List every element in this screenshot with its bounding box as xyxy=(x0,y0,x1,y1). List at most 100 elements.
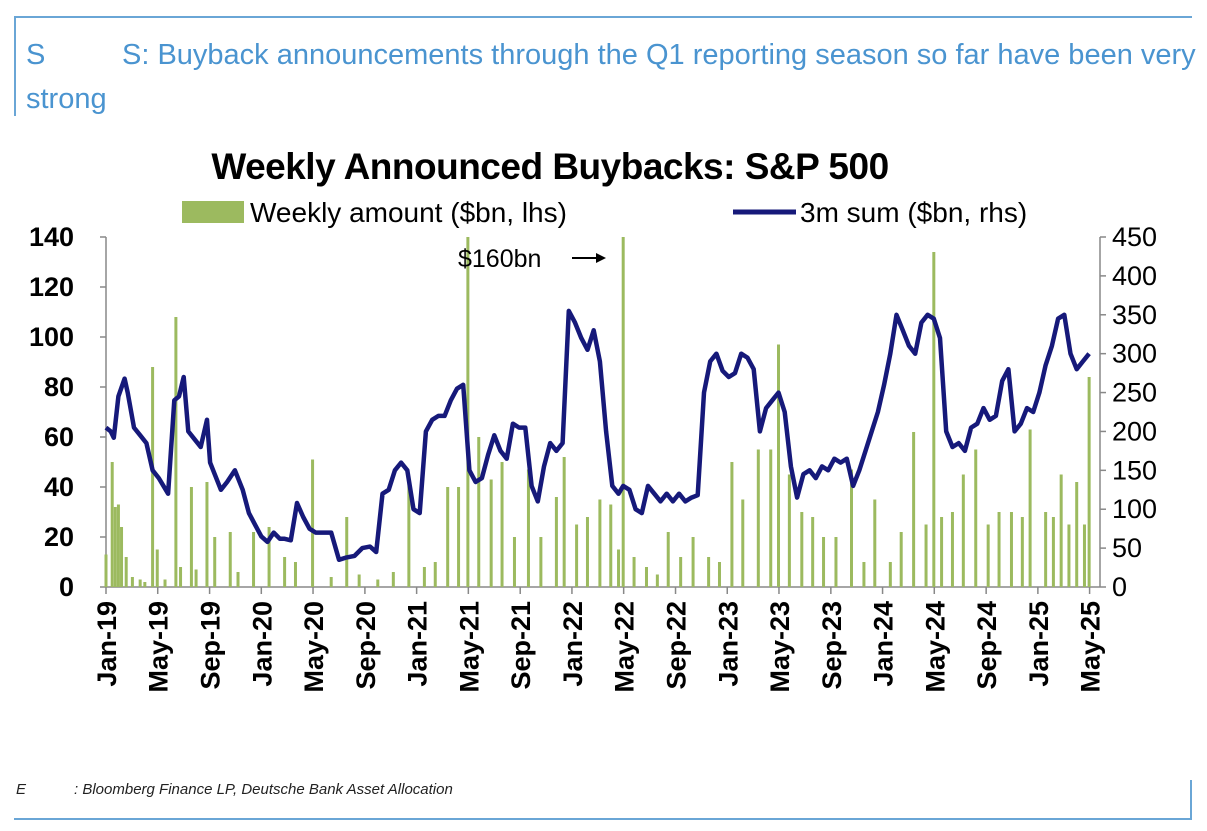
bar-weekly xyxy=(526,469,530,587)
bar-weekly xyxy=(293,562,297,587)
bar-weekly xyxy=(407,482,411,587)
bar-weekly xyxy=(163,579,167,587)
bar-weekly xyxy=(376,579,380,587)
bar-weekly xyxy=(1082,524,1086,587)
x-tick-label: Sep-21 xyxy=(506,601,536,690)
bar-weekly xyxy=(800,512,804,587)
bar-weekly xyxy=(113,507,117,587)
bar-weekly xyxy=(489,479,493,587)
bar-weekly xyxy=(644,567,648,587)
bar-weekly xyxy=(617,549,621,587)
x-tick-label: May-22 xyxy=(610,601,640,693)
bar-weekly xyxy=(189,487,193,587)
bar-weekly xyxy=(554,497,558,587)
bar-weekly xyxy=(433,562,437,587)
y-right-tick-label: 350 xyxy=(1112,300,1157,330)
bar-weekly xyxy=(666,532,670,587)
bar-weekly xyxy=(539,537,543,587)
bar-weekly xyxy=(151,367,155,587)
x-tick-label: May-24 xyxy=(920,601,950,693)
bar-weekly xyxy=(585,517,589,587)
bar-weekly xyxy=(1009,512,1013,587)
bar-weekly xyxy=(940,517,944,587)
y-right-tick-label: 200 xyxy=(1112,416,1157,446)
x-tick-label: May-20 xyxy=(299,601,329,693)
bar-weekly xyxy=(899,532,903,587)
y-right-tick-label: 0 xyxy=(1112,572,1127,602)
bar-weekly xyxy=(138,579,142,587)
bar-weekly xyxy=(777,344,781,587)
bar-weekly xyxy=(236,572,240,587)
bar-weekly xyxy=(116,504,120,587)
bar-weekly xyxy=(130,577,134,587)
bar-weekly xyxy=(730,462,734,587)
bar-weekly xyxy=(850,469,853,587)
bar-weekly xyxy=(961,474,965,587)
bar-weekly xyxy=(422,567,426,587)
line-3m-sum xyxy=(104,308,1091,563)
x-tick-label: Sep-19 xyxy=(196,601,226,690)
bar-weekly xyxy=(512,537,516,587)
legend-bar-label: Weekly amount ($bn, lhs) xyxy=(250,197,567,228)
x-tick-label: Jan-25 xyxy=(1024,601,1054,687)
source-tag: E xyxy=(16,781,27,798)
bar-weekly xyxy=(357,574,361,587)
bar-weekly xyxy=(974,449,978,587)
bar-weekly xyxy=(457,487,461,587)
x-tick-label: May-19 xyxy=(144,601,174,693)
headline-tag: S xyxy=(26,39,46,71)
bar-weekly xyxy=(205,482,209,587)
bar-weekly xyxy=(932,252,936,587)
bar-weekly xyxy=(769,449,773,587)
bar-weekly xyxy=(811,517,815,587)
bar-weekly xyxy=(1028,429,1032,587)
bar-weekly xyxy=(252,532,256,587)
bar-weekly xyxy=(1075,482,1079,587)
bar-weekly xyxy=(888,562,892,587)
header-rule xyxy=(14,16,1192,18)
bar-weekly xyxy=(174,317,178,587)
y-left-tick-label: 60 xyxy=(44,422,74,452)
bar-weekly xyxy=(912,432,916,587)
bar-weekly xyxy=(679,557,683,587)
x-tick-label: Sep-22 xyxy=(662,601,692,690)
bar-weekly xyxy=(155,549,159,587)
y-right-tick-label: 400 xyxy=(1112,261,1157,291)
bar-weekly xyxy=(120,527,124,587)
bar-weekly xyxy=(345,517,349,587)
x-tick-label: Jan-22 xyxy=(558,601,588,687)
chart-title: Weekly Announced Buybacks: S&P 500 xyxy=(211,146,889,187)
y-right-tick-label: 100 xyxy=(1112,494,1157,524)
peak-annotation-arrowhead xyxy=(596,253,606,263)
bar-weekly xyxy=(598,499,602,587)
bar-weekly xyxy=(691,537,695,587)
x-tick-label: Sep-20 xyxy=(351,601,381,690)
bar-weekly xyxy=(1051,517,1055,587)
x-tick-label: Jan-24 xyxy=(869,601,899,687)
y-right-tick-label: 450 xyxy=(1112,222,1157,252)
y-right-tick-label: 150 xyxy=(1112,455,1157,485)
peak-annotation-label: $160bn xyxy=(458,245,541,273)
bar-weekly xyxy=(446,487,450,587)
x-tick-label: Jan-23 xyxy=(713,601,743,687)
bar-weekly xyxy=(862,562,866,587)
y-right-tick-label: 300 xyxy=(1112,339,1157,369)
y-left-tick-label: 100 xyxy=(29,322,74,352)
bar-weekly xyxy=(283,557,287,587)
bar-weekly xyxy=(1087,377,1091,587)
bar-weekly xyxy=(562,457,566,587)
bar-weekly xyxy=(655,574,659,587)
bar-weekly xyxy=(104,554,108,587)
y-left-tick-label: 40 xyxy=(44,472,74,502)
bar-weekly xyxy=(110,462,114,587)
bar-weekly xyxy=(466,237,470,587)
bar-weekly xyxy=(194,569,198,587)
y-left-tick-label: 0 xyxy=(59,572,74,602)
bar-weekly xyxy=(477,437,481,587)
bar-weekly xyxy=(621,237,625,587)
buybacks-chart: Weekly amount ($bn, lhs) 3m sum ($bn, rh… xyxy=(29,197,1157,693)
source-note: E: Bloomberg Finance LP, Deutsche Bank A… xyxy=(16,781,453,798)
bar-weekly xyxy=(756,449,760,587)
peak-annotation: $160bn xyxy=(458,245,606,273)
bar-weekly xyxy=(924,524,928,587)
